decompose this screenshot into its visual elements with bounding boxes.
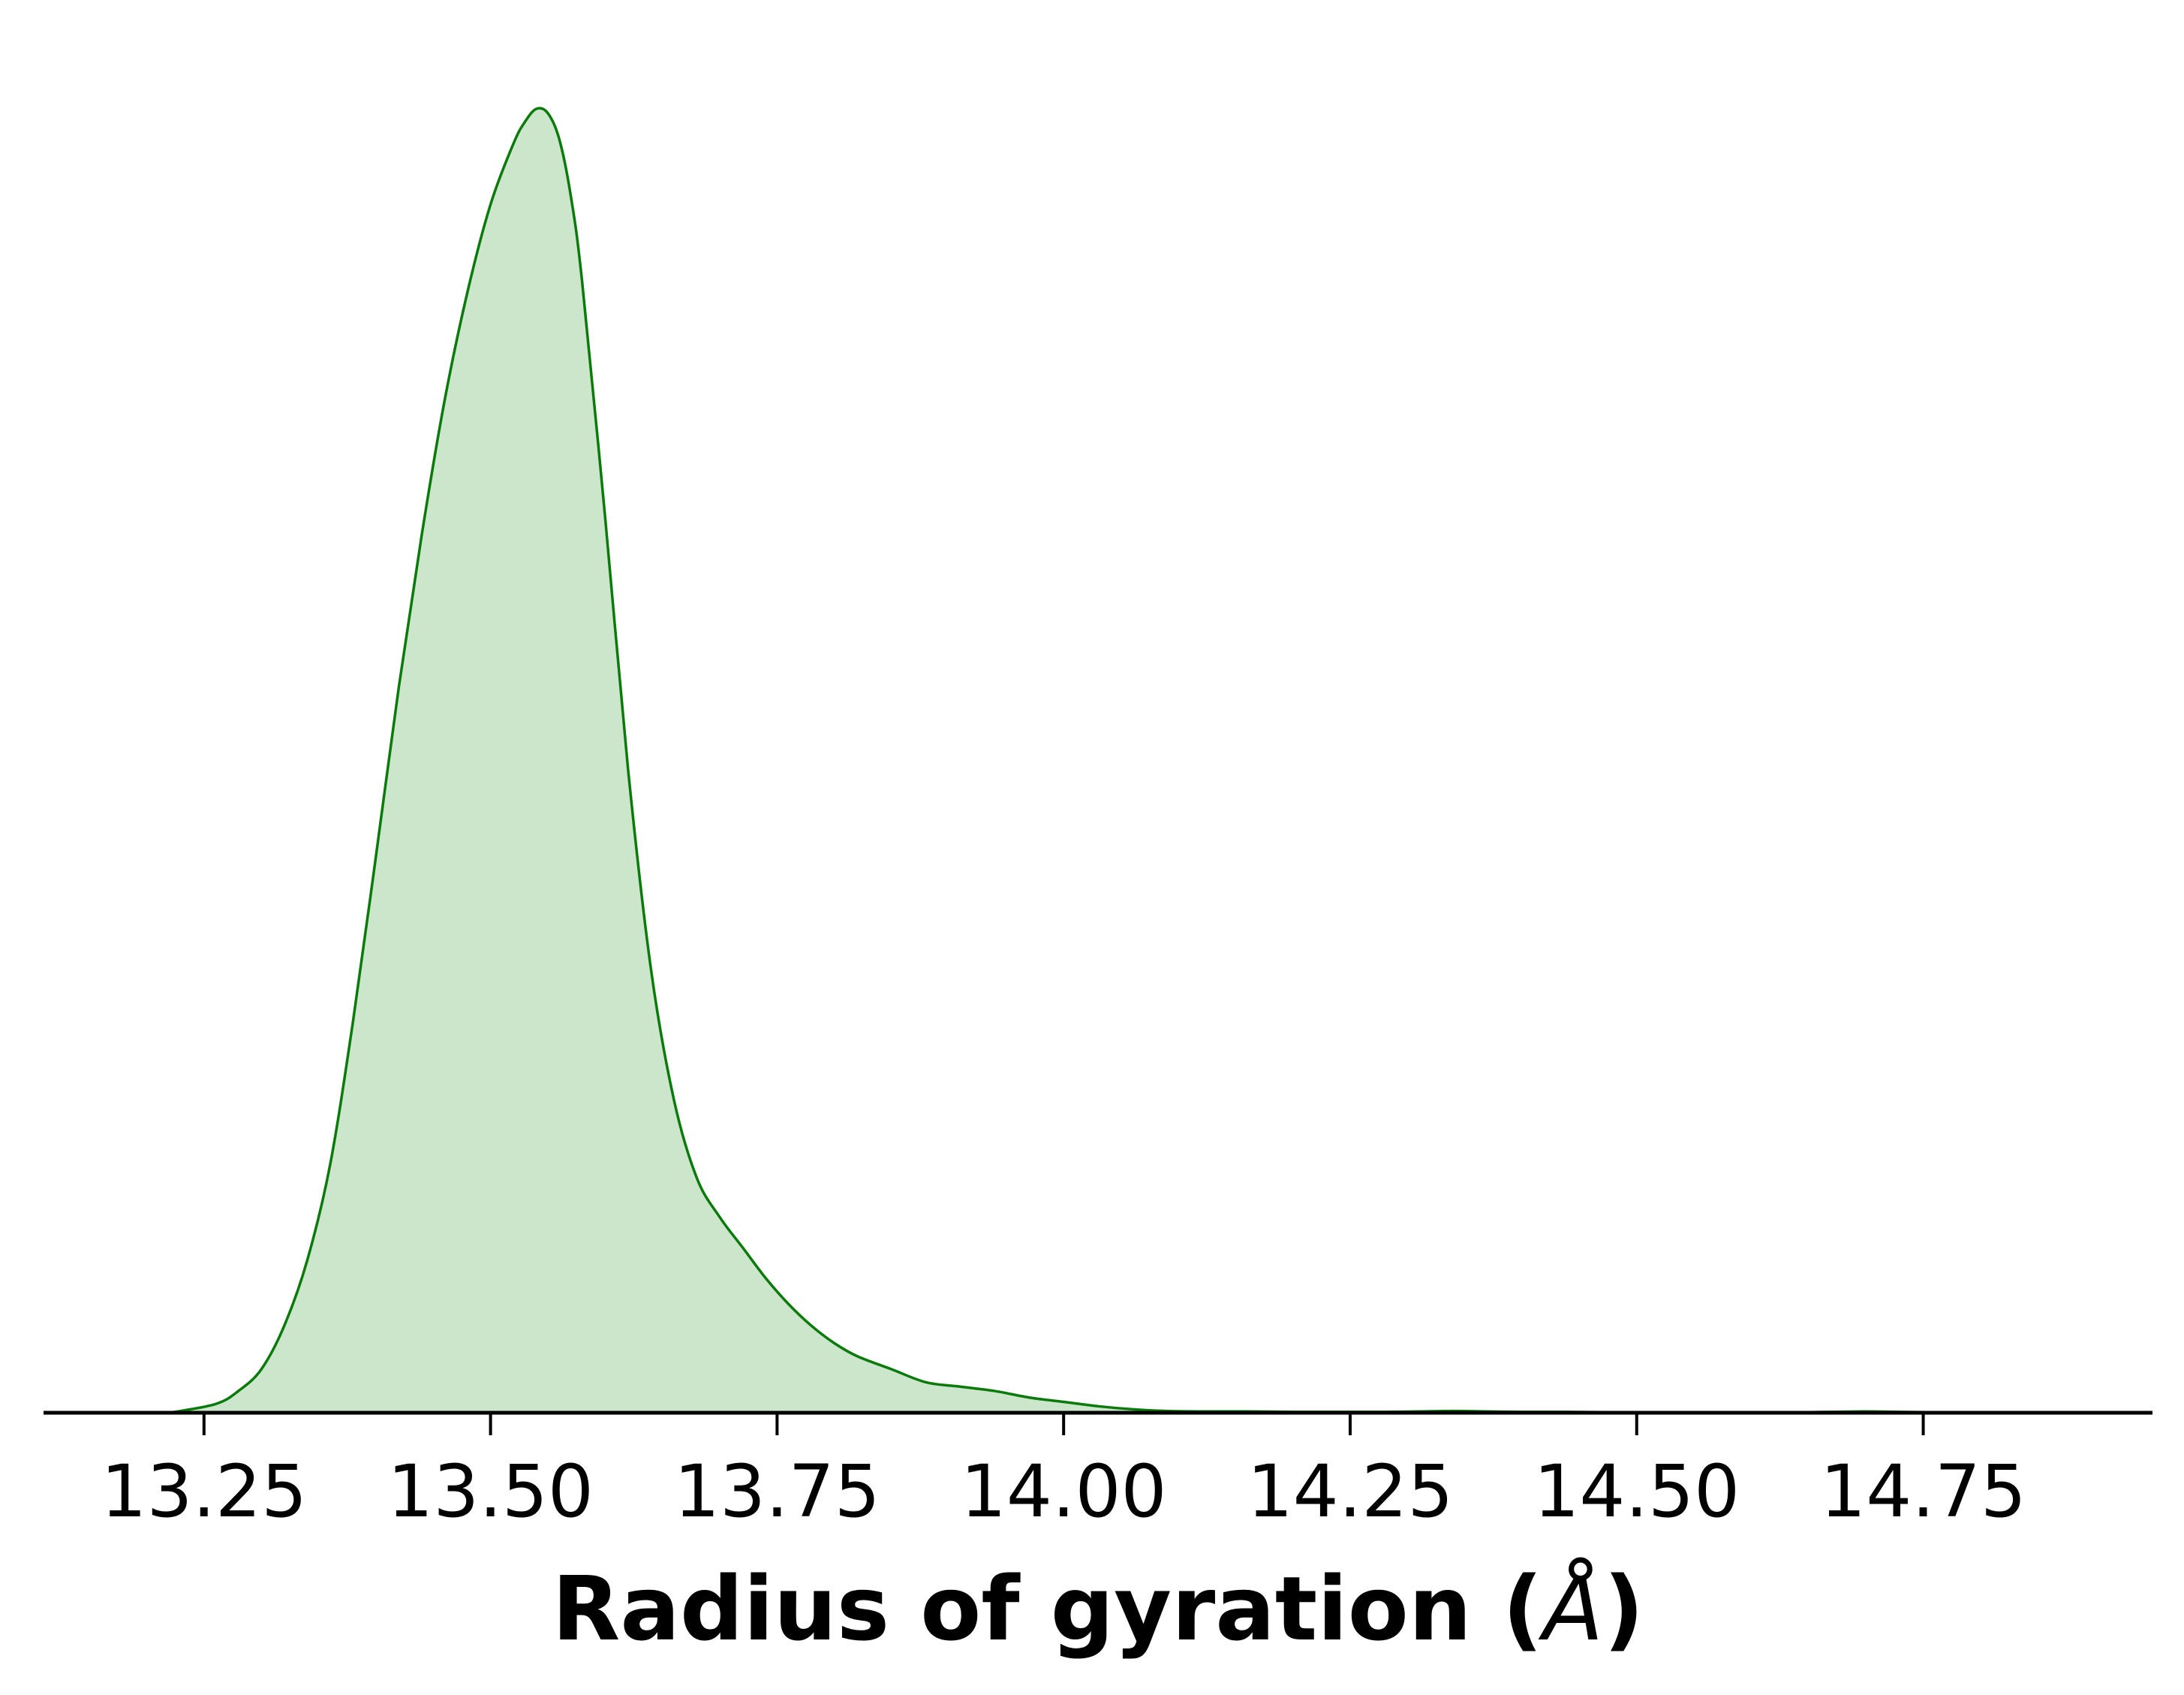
x-axis-title-unit: Å [1538,1557,1604,1660]
x-tick-label: 13.75 [674,1450,880,1534]
x-axis-title-prefix: Radius of gyration ( [552,1557,1542,1660]
x-axis-ticks: 13.25 13.50 13.75 14.00 14.25 14.50 14.75 [101,1413,2026,1534]
x-tick-label: 14.50 [1533,1450,1740,1534]
x-axis-title-suffix: ) [1604,1557,1644,1660]
x-tick-label: 14.75 [1820,1450,2026,1534]
x-axis-title: Radius of gyration (Å) [552,1557,1644,1660]
x-tick-label: 13.50 [387,1450,594,1534]
density-area-0 [169,108,2004,1414]
x-tick-label: 14.25 [1247,1450,1454,1534]
x-tick-label: 13.25 [101,1450,307,1534]
plot-area [169,107,2004,1414]
x-tick-label: 14.00 [961,1450,1167,1534]
